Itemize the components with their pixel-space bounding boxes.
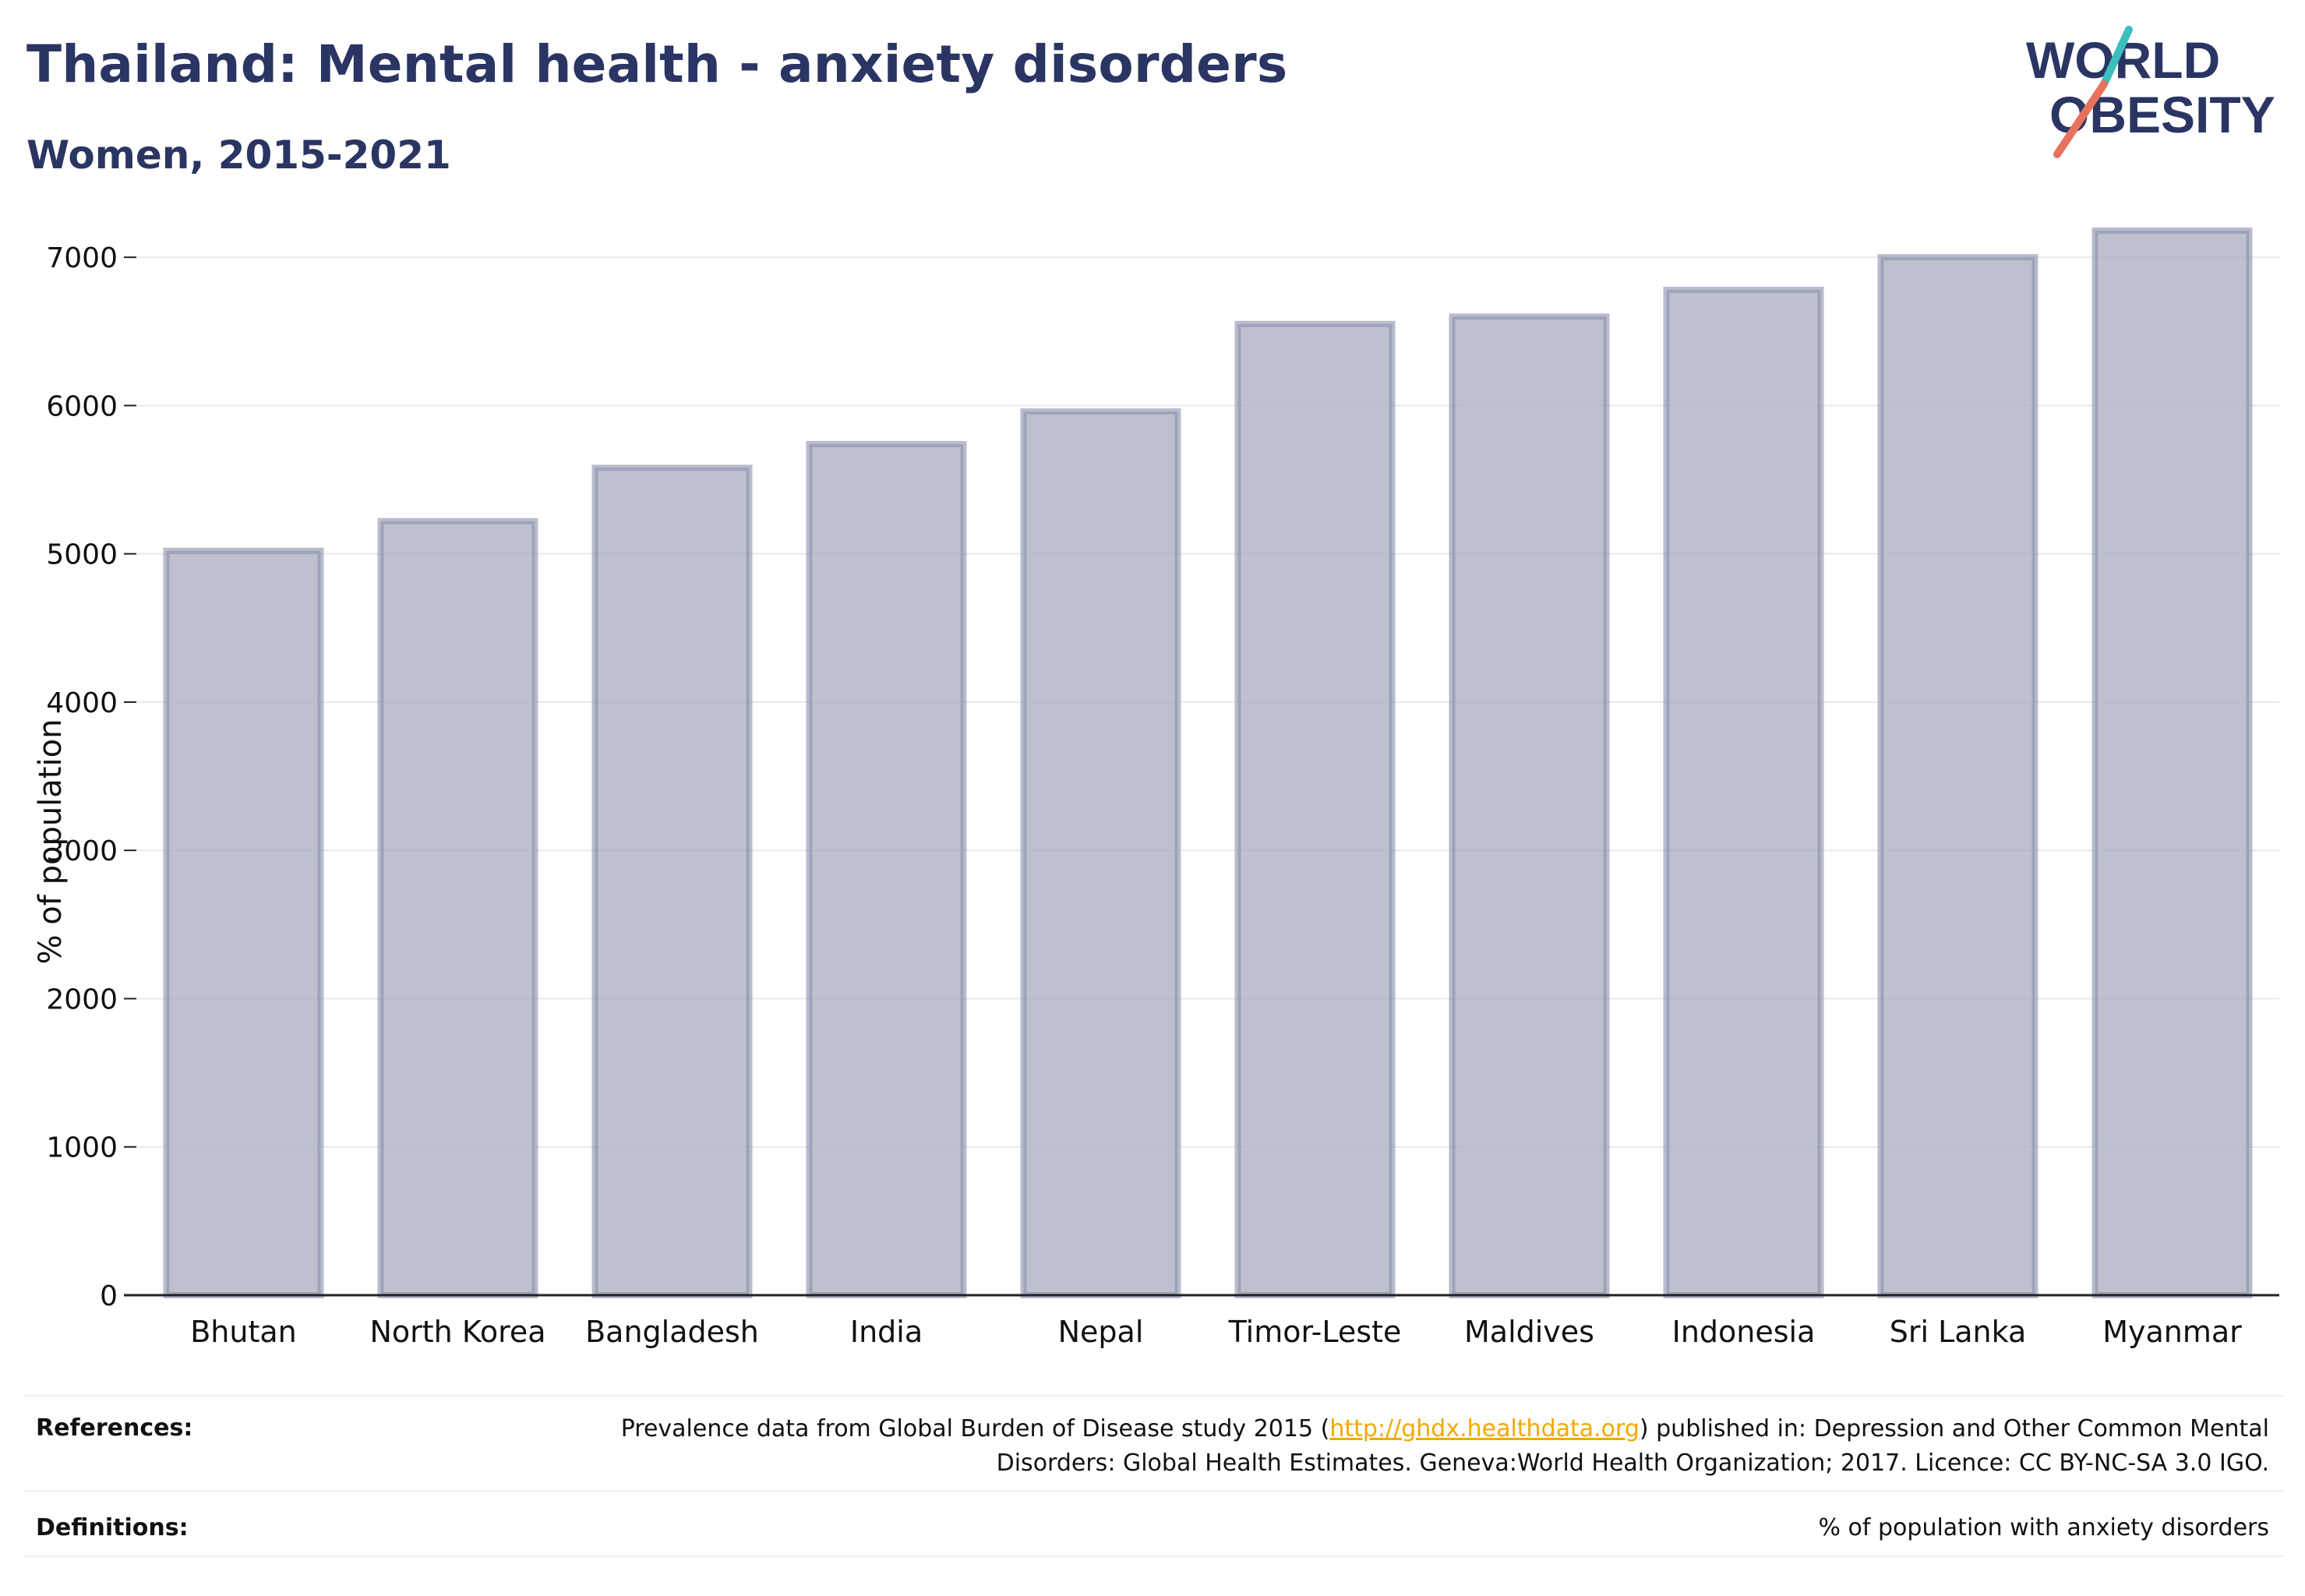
footer-divider-bottom <box>23 1555 2283 1557</box>
x-tick-label-myanmar: Myanmar <box>2102 1315 2242 1349</box>
x-tick-label-maldives: Maldives <box>1464 1315 1594 1349</box>
bar-layer <box>163 227 2253 1299</box>
definitions-label: Definitions: <box>36 1514 189 1541</box>
bar-bangladesh <box>591 464 753 1298</box>
x-tick-label-indonesia: Indonesia <box>1672 1315 1816 1349</box>
x-tick-label-timor-leste: Timor-Leste <box>1228 1315 1402 1349</box>
references-text: Prevalence data from Global Burden of Di… <box>555 1412 2269 1481</box>
references-text-before: Prevalence data from Global Burden of Di… <box>620 1415 1330 1442</box>
bar-north-korea <box>377 517 538 1298</box>
bar-chart: 0 1000 2000 3000 4000 5000 6000 7000 Bhutan Nort… <box>33 227 2279 1349</box>
chart-title: Thailand: Mental health - anxiety disord… <box>26 34 1288 94</box>
x-tick-label-sri-lanka: Sri Lanka <box>1890 1315 2027 1349</box>
bar-indonesia <box>1663 286 1824 1299</box>
y-tick-label-5000: 5000 <box>46 539 118 571</box>
y-tick-label-1000: 1000 <box>46 1132 118 1164</box>
references-text-after: ) published in: Depression and Other Com… <box>996 1415 2269 1477</box>
bar-nepal <box>1020 408 1181 1299</box>
world-obesity-logo: WORLD OBESITY <box>2026 26 2275 158</box>
y-axis-label: % of population <box>33 719 69 965</box>
logo-slash-top <box>2100 26 2133 88</box>
x-tick-label-bangladesh: Bangladesh <box>585 1315 759 1349</box>
bar-myanmar <box>2091 227 2253 1298</box>
bar-bhutan <box>163 547 324 1298</box>
x-tick-label-india: India <box>850 1315 923 1349</box>
references-link[interactable]: http://ghdx.healthdata.org <box>1329 1415 1640 1442</box>
bar-maldives <box>1449 313 1610 1298</box>
y-tick-label-7000: 7000 <box>46 242 118 274</box>
y-tick-label-0: 0 <box>100 1280 118 1312</box>
chart-subtitle: Women, 2015-2021 <box>26 132 451 178</box>
y-tick-label-4000: 4000 <box>46 687 118 719</box>
definitions-text: % of population with anxiety disorders <box>1818 1514 2269 1541</box>
x-tick-label-north-korea: North Korea <box>369 1315 545 1349</box>
bar-timor-leste <box>1234 320 1396 1299</box>
x-tick-label-bhutan: Bhutan <box>190 1315 297 1349</box>
footer-divider-top <box>23 1395 2283 1396</box>
x-tick-label-nepal: Nepal <box>1058 1315 1144 1349</box>
references-label: References: <box>36 1414 193 1442</box>
logo-slash-bottom <box>2053 80 2108 158</box>
y-tick-label-2000: 2000 <box>46 983 118 1015</box>
footer-divider-middle <box>23 1490 2283 1492</box>
y-tick-label-3000: 3000 <box>46 835 118 867</box>
y-tick-label-6000: 6000 <box>46 390 118 422</box>
bar-sri-lanka <box>1877 254 2038 1299</box>
bar-india <box>806 440 967 1298</box>
axis-layer: Bhutan North Korea Bangladesh India Nepal Tim… <box>124 1294 2279 1349</box>
